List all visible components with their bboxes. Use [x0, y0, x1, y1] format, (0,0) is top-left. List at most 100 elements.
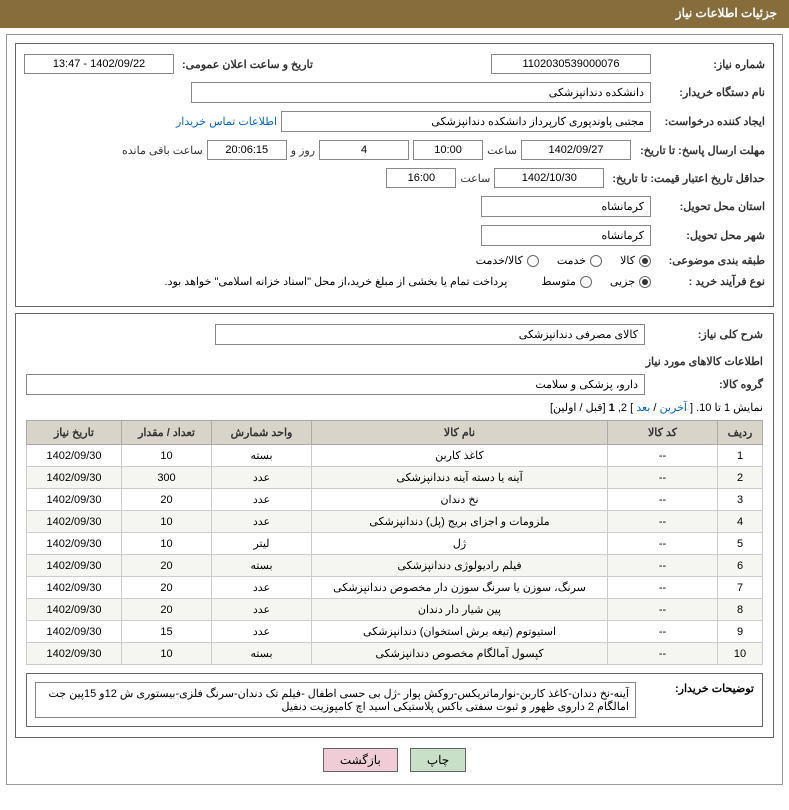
pagination-next-link[interactable]: بعد: [636, 402, 650, 414]
row-deadline: مهلت ارسال پاسخ: تا تاریخ: 1402/09/27 سا…: [24, 140, 765, 160]
time-label-2: ساعت: [460, 172, 490, 185]
radio-both[interactable]: کالا/خدمت: [476, 254, 539, 267]
remaining-time-field: 20:06:15: [207, 140, 287, 160]
row-city: شهر محل تحویل: کرمانشاه: [24, 225, 765, 246]
radio-medium-circle: [580, 276, 592, 288]
table-cell: لیتر: [212, 533, 312, 555]
print-button[interactable]: چاپ: [410, 748, 466, 772]
validity-time-field: 16:00: [386, 168, 456, 188]
table-cell: عدد: [212, 511, 312, 533]
table-cell: 4: [718, 511, 763, 533]
table-cell: 10: [718, 643, 763, 665]
table-cell: --: [608, 467, 718, 489]
row-category: طبقه بندی موضوعی: کالا خدمت کالا/خدمت: [24, 254, 765, 267]
pagination-sep1: /: [650, 402, 656, 414]
table-cell: 10: [122, 643, 212, 665]
th-name: نام کالا: [312, 421, 608, 445]
items-table: ردیف کد کالا نام کالا واحد شمارش تعداد /…: [26, 420, 763, 665]
buyer-org-label: نام دستگاه خریدار:: [655, 86, 765, 99]
radio-service[interactable]: خدمت: [557, 254, 602, 267]
table-row: 6--فیلم رادیولوژی دندانپزشکیبسته201402/0…: [27, 555, 763, 577]
overall-desc-field: کالای مصرفی دندانپزشکی: [215, 324, 645, 345]
table-cell: نخ دندان: [312, 489, 608, 511]
table-cell: 8: [718, 599, 763, 621]
pagination-page2: ] 2,: [615, 402, 633, 414]
radio-goods-circle: [639, 255, 651, 267]
table-cell: عدد: [212, 577, 312, 599]
category-label: طبقه بندی موضوعی:: [655, 254, 765, 267]
table-cell: 9: [718, 621, 763, 643]
row-province: استان محل تحویل: کرمانشاه: [24, 196, 765, 217]
city-label: شهر محل تحویل:: [655, 229, 765, 242]
page-header: جزئیات اطلاعات نیاز: [0, 0, 789, 28]
row-purchase-type: نوع فرآیند خرید : جزیی متوسط پرداخت تمام…: [24, 275, 765, 288]
requester-label: ایجاد کننده درخواست:: [655, 115, 765, 128]
table-cell: پین شیار دار دندان: [312, 599, 608, 621]
table-cell: 1402/09/30: [27, 489, 122, 511]
buyer-explanation-label: توضیحات خریدار:: [644, 682, 754, 718]
th-qty: تعداد / مقدار: [122, 421, 212, 445]
table-cell: ژل: [312, 533, 608, 555]
table-row: 7--سرنگ، سوزن یا سرنگ سوزن دار مخصوص دند…: [27, 577, 763, 599]
row-validity: حداقل تاریخ اعتبار قیمت: تا تاریخ: 1402/…: [24, 168, 765, 188]
form-section: شماره نیاز: 1102030539000076 تاریخ و ساع…: [15, 43, 774, 307]
days-count-field: 4: [319, 140, 409, 160]
province-field: کرمانشاه: [481, 196, 651, 217]
buyer-contact-link[interactable]: اطلاعات تماس خریدار: [176, 115, 277, 128]
table-cell: 1402/09/30: [27, 445, 122, 467]
table-row: 9--استیوتوم (تیغه برش استخوان) دندانپزشک…: [27, 621, 763, 643]
table-cell: 300: [122, 467, 212, 489]
requester-field: مجتبی پاوندپوری کارپرداز دانشکده دندانپز…: [281, 111, 651, 132]
buyer-explanation-block: توضیحات خریدار: آینه-نخ دندان-کاغذ کاربن…: [26, 673, 763, 727]
table-cell: 10: [122, 511, 212, 533]
table-cell: بسته: [212, 555, 312, 577]
table-cell: 15: [122, 621, 212, 643]
table-cell: 1402/09/30: [27, 599, 122, 621]
remaining-text: ساعت باقی مانده: [122, 144, 203, 157]
radio-both-circle: [527, 255, 539, 267]
table-cell: سرنگ، سوزن یا سرنگ سوزن دار مخصوص دندانپ…: [312, 577, 608, 599]
table-cell: 10: [122, 533, 212, 555]
table-cell: 1402/09/30: [27, 467, 122, 489]
radio-minor[interactable]: جزیی: [610, 275, 651, 288]
need-number-field: 1102030539000076: [491, 54, 651, 74]
th-row: ردیف: [718, 421, 763, 445]
radio-service-circle: [590, 255, 602, 267]
group-field: دارو، پزشکی و سلامت: [26, 374, 645, 395]
table-cell: --: [608, 533, 718, 555]
pagination-last-link[interactable]: آخرین: [660, 402, 687, 414]
th-date: تاریخ نیاز: [27, 421, 122, 445]
table-cell: --: [608, 445, 718, 467]
radio-goods-label: کالا: [620, 254, 635, 267]
buyer-org-field: دانشکده دندانپزشکی: [191, 82, 651, 103]
table-cell: 6: [718, 555, 763, 577]
category-radio-group: کالا خدمت کالا/خدمت: [476, 254, 651, 267]
page-title: جزئیات اطلاعات نیاز: [676, 6, 777, 20]
deadline-date-field: 1402/09/27: [521, 140, 631, 160]
pagination-prev-first: [قبل / اولین]: [550, 402, 606, 414]
table-cell: عدد: [212, 467, 312, 489]
table-cell: 20: [122, 555, 212, 577]
radio-both-label: کالا/خدمت: [476, 254, 523, 267]
province-label: استان محل تحویل:: [655, 200, 765, 213]
table-cell: 7: [718, 577, 763, 599]
deadline-time-field: 10:00: [413, 140, 483, 160]
table-cell: فیلم رادیولوژی دندانپزشکی: [312, 555, 608, 577]
validity-date-field: 1402/10/30: [494, 168, 604, 188]
radio-goods[interactable]: کالا: [620, 254, 651, 267]
row-requester: ایجاد کننده درخواست: مجتبی پاوندپوری کار…: [24, 111, 765, 132]
table-cell: --: [608, 489, 718, 511]
table-row: 5--ژللیتر101402/09/30: [27, 533, 763, 555]
table-cell: --: [608, 577, 718, 599]
radio-medium[interactable]: متوسط: [541, 275, 592, 288]
table-cell: 1402/09/30: [27, 621, 122, 643]
back-button[interactable]: بازگشت: [323, 748, 398, 772]
radio-minor-circle: [639, 276, 651, 288]
table-cell: کاغذ کاربن: [312, 445, 608, 467]
table-cell: 10: [122, 445, 212, 467]
table-cell: 1402/09/30: [27, 643, 122, 665]
table-cell: 20: [122, 599, 212, 621]
th-code: کد کالا: [608, 421, 718, 445]
table-cell: 1402/09/30: [27, 577, 122, 599]
table-cell: 20: [122, 577, 212, 599]
